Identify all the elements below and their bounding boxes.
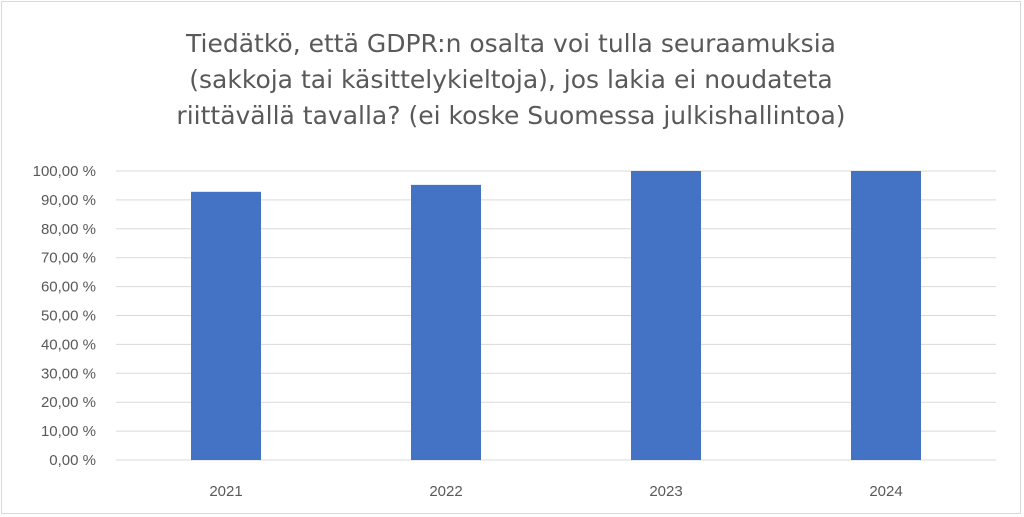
x-tick-label-2024: 2024 xyxy=(869,483,902,500)
gridlines xyxy=(116,170,996,461)
y-axis-ticks: 0,00 % 10,00 % 20,00 % 30,00 % 40,00 % 50,00 … xyxy=(33,163,96,469)
x-tick-label-2022: 2022 xyxy=(429,483,462,500)
y-tick-label: 80,00 % xyxy=(41,221,96,238)
bar-2024 xyxy=(851,171,921,460)
x-tick-label-2021: 2021 xyxy=(209,483,242,500)
y-tick-label: 100,00 % xyxy=(33,163,96,180)
bars xyxy=(191,171,921,461)
y-tick-label: 20,00 % xyxy=(41,394,96,411)
y-tick-label: 40,00 % xyxy=(41,336,96,353)
chart-title-line-2: (sakkoja tai käsittelykieltoja), jos lak… xyxy=(189,65,833,94)
y-tick-label: 50,00 % xyxy=(41,308,96,325)
chart-title: Tiedätkö, että GDPR:n osalta voi tulla s… xyxy=(0,26,1022,134)
chart-title-line-3: riittävällä tavalla? (ei koske Suomessa … xyxy=(176,101,846,130)
x-axis-ticks: 2021 2022 2023 2024 xyxy=(209,483,902,500)
y-tick-label: 90,00 % xyxy=(41,192,96,209)
x-tick-label-2023: 2023 xyxy=(649,483,682,500)
bar-2023 xyxy=(631,171,701,460)
y-tick-label: 10,00 % xyxy=(41,423,96,440)
y-tick-label: 30,00 % xyxy=(41,365,96,382)
y-tick-label: 70,00 % xyxy=(41,250,96,267)
y-tick-label: 0,00 % xyxy=(49,452,96,469)
bar-2021 xyxy=(191,191,261,461)
y-tick-label: 60,00 % xyxy=(41,279,96,296)
chart-title-line-1: Tiedätkö, että GDPR:n osalta voi tulla s… xyxy=(186,29,836,58)
bar-2022 xyxy=(411,184,481,460)
